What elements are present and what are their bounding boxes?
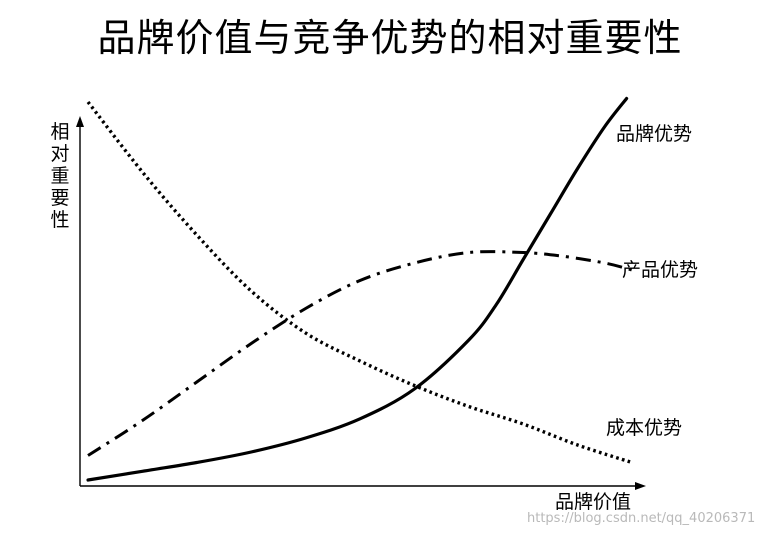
watermark: https://blog.csdn.net/qq_40206371 [527,511,755,526]
series-line-2 [87,250,633,457]
y-axis-arrow [76,116,84,127]
series-label-3: 成本优势 [606,417,682,439]
x-axis-arrow [635,482,646,490]
y-axis-label: 相对重要性 [50,121,69,231]
series-line-3 [86,100,633,465]
series-label-1: 品牌优势 [616,123,692,145]
series-label-2: 产品优势 [622,259,698,281]
chart-title: 品牌价值与竞争优势的相对重要性 [97,16,683,60]
x-axis-label: 品牌价值 [555,491,631,513]
series-line-1 [86,96,629,482]
